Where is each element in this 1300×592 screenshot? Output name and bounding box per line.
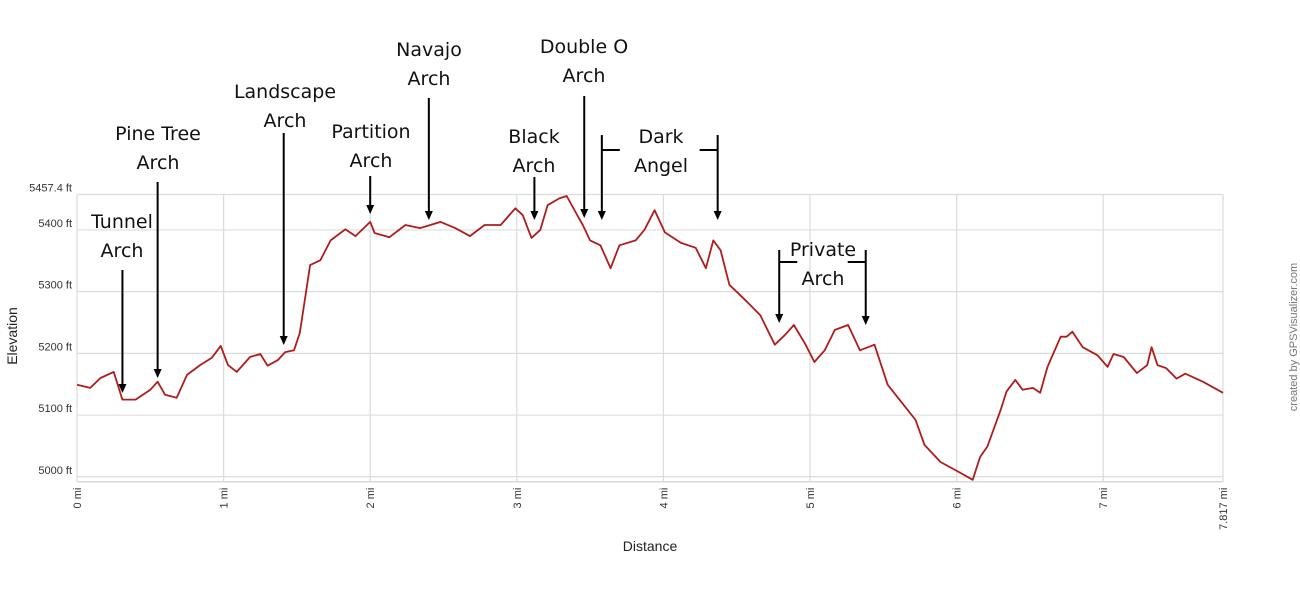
annotation-black-arch: Black Arch xyxy=(508,126,560,220)
x-tick-label: 5 mi xyxy=(805,488,817,509)
x-tick-labels: 0 mi 1 mi 2 mi 3 mi 4 mi 5 mi 6 mi 7 mi 7.817 mi xyxy=(72,488,1230,530)
annotation-label-line: Arch xyxy=(563,65,606,87)
annotation-private-arch: Private Arch xyxy=(775,239,870,325)
annotation-partition-arch: Partition Arch xyxy=(331,121,411,214)
arrow-head-icon xyxy=(279,336,288,345)
y-tick-label: 5200 ft xyxy=(38,341,72,353)
annotation-label-line: Navajo xyxy=(396,39,462,61)
arrow-head-icon xyxy=(861,316,870,325)
annotation-label: Navajo Arch xyxy=(396,39,462,90)
annotation-label-line: Dark xyxy=(638,126,683,148)
y-tick-label: 5400 ft xyxy=(38,218,72,230)
annotation-label-line: Arch xyxy=(408,68,451,90)
annotation-label-line: Arch xyxy=(513,155,556,177)
x-tick-label: 0 mi xyxy=(72,488,84,509)
y-tick-label: 5100 ft xyxy=(38,403,72,415)
annotation-navajo-arch: Navajo Arch xyxy=(396,39,462,220)
annotation-landscape-arch: Landscape Arch xyxy=(234,81,336,345)
annotation-label-line: Arch xyxy=(137,152,180,174)
arrow-head-icon xyxy=(153,369,162,378)
annotation-label: Landscape Arch xyxy=(234,81,336,132)
x-tick-label: 6 mi xyxy=(952,488,964,509)
arrow-head-icon xyxy=(366,205,375,214)
annotation-label-line: Black xyxy=(508,126,559,148)
annotation-label-line: Arch xyxy=(264,110,307,132)
arrow-head-icon xyxy=(580,209,589,218)
x-tick-label: 7.817 mi xyxy=(1218,488,1230,530)
x-tick-label: 3 mi xyxy=(512,488,524,509)
annotation-label: Black Arch xyxy=(508,126,559,177)
x-tick-label: 1 mi xyxy=(219,488,231,509)
annotation-label: Double O Arch xyxy=(540,36,628,87)
annotation-label-line: Private xyxy=(790,239,856,261)
arrow-head-icon xyxy=(713,211,722,220)
annotation-tunnel-arch: Tunnel Arch xyxy=(90,211,153,393)
arrow-head-icon xyxy=(424,211,433,220)
annotation-label-line: Arch xyxy=(350,150,393,172)
y-tick-label: 5000 ft xyxy=(38,465,72,477)
annotation-label-line: Double O xyxy=(540,36,628,58)
annotation-label-line: Partition xyxy=(331,121,410,143)
annotation-label: Partition Arch xyxy=(331,121,410,172)
annotation-double-o-arch: Double O Arch xyxy=(540,36,628,218)
annotation-label-line: Pine Tree xyxy=(115,123,201,145)
annotation-label-line: Landscape xyxy=(234,81,336,103)
annotation-label-line: Arch xyxy=(802,268,845,290)
arrow-head-icon xyxy=(118,384,127,393)
arrow-head-icon xyxy=(597,211,606,220)
annotation-dark-angel: Dark Angel xyxy=(597,126,722,220)
annotation-pine-tree-arch: Pine Tree Arch xyxy=(115,123,201,378)
grid xyxy=(76,193,1224,483)
annotation-label: Pine Tree Arch xyxy=(115,123,201,174)
elevation-line xyxy=(76,195,1224,481)
x-axis-title: Distance xyxy=(623,538,678,554)
x-tick-label: 2 mi xyxy=(365,488,377,509)
y-tick-labels: 5000 ft 5100 ft 5200 ft 5300 ft 5400 ft 5457.… xyxy=(29,183,72,477)
arrow-head-icon xyxy=(775,314,784,323)
credit-text: created by GPSVisualizer.com xyxy=(1288,263,1300,411)
annotation-label-line: Arch xyxy=(101,240,144,262)
annotation-label: Dark Angel xyxy=(634,126,688,177)
annotation-label: Tunnel Arch xyxy=(90,211,153,262)
arrow-head-icon xyxy=(530,211,539,220)
y-axis-title: Elevation xyxy=(4,307,20,365)
annotation-label-line: Tunnel xyxy=(90,211,153,233)
y-tick-label: 5457.4 ft xyxy=(29,183,72,195)
x-tick-label: 4 mi xyxy=(658,488,670,509)
x-tick-label: 7 mi xyxy=(1098,488,1110,509)
annotation-label-line: Angel xyxy=(634,155,688,177)
y-tick-label: 5300 ft xyxy=(38,280,72,292)
annotation-label: Private Arch xyxy=(790,239,856,290)
